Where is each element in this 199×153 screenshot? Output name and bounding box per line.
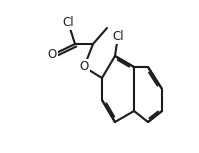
Text: O: O — [47, 49, 57, 62]
Text: Cl: Cl — [112, 30, 124, 43]
Text: O: O — [79, 60, 89, 73]
Text: Cl: Cl — [62, 15, 74, 28]
